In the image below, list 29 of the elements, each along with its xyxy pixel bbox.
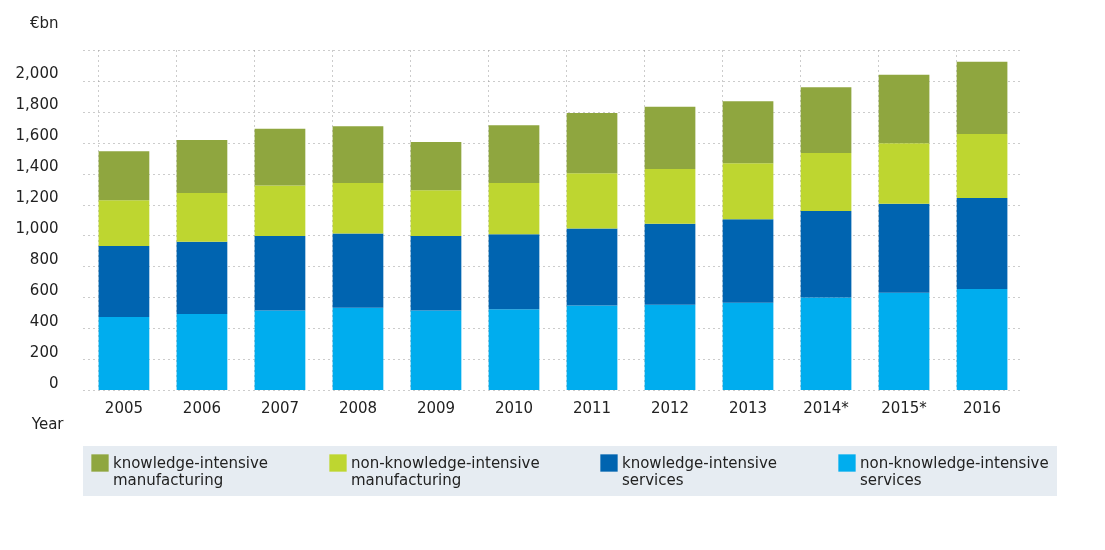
x-tick-label: 2010: [494, 398, 534, 417]
y-tick-label: 2,000: [15, 64, 59, 83]
y-tick-label: 600: [29, 280, 59, 299]
y-tick-label: 1,800: [15, 95, 59, 114]
x-tick-label: 2012: [650, 398, 690, 417]
x-tick-label: 2011: [572, 398, 612, 417]
y-tick-label: 400: [29, 311, 59, 330]
x-axis-title: Year: [30, 414, 65, 433]
x-tick-label: 2015*: [881, 398, 928, 417]
y-tick-label: 200: [29, 342, 59, 361]
y-tick-label: 800: [29, 249, 59, 268]
y-tick-label: 1,000: [15, 218, 59, 237]
y-tick-label: 1,600: [15, 126, 59, 145]
x-tick-label: 2007: [260, 398, 300, 417]
legend-label: knowledge-intensive manufacturing: [113, 454, 269, 489]
y-tick-label: 1,200: [15, 188, 59, 207]
legend-label: non-knowledge-intensive manufacturing: [351, 454, 540, 489]
y-axis-title: €bn: [29, 13, 59, 32]
y-tick-label: 0: [48, 373, 59, 392]
x-tick-label: 2013: [728, 398, 768, 417]
x-tick-label: 2014*: [803, 398, 850, 417]
x-tick-label: 2009: [416, 398, 456, 417]
x-tick-label: 2016: [962, 398, 1002, 417]
x-tick-label: 2005: [104, 398, 144, 417]
x-tick-label: 2008: [338, 398, 378, 417]
legend-label: non-knowledge-intensive services: [860, 454, 1049, 489]
x-tick-label: 2006: [182, 398, 222, 417]
y-tick-label: 1,400: [15, 157, 59, 176]
legend-label: knowledge-intensive services: [622, 454, 778, 489]
